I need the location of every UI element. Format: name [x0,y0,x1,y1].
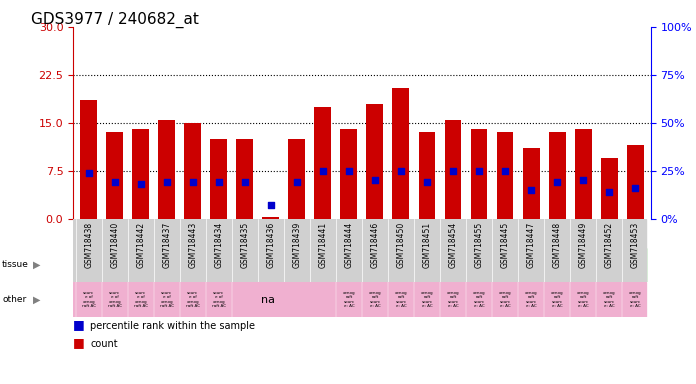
Point [161,179,173,185]
Point [135,181,146,187]
Bar [158,120,175,219]
Text: GSM718440: GSM718440 [110,222,119,268]
Point [525,187,537,193]
Text: GSM718438: GSM718438 [84,222,93,268]
Text: ■: ■ [73,318,85,331]
Bar [367,104,383,219]
Bar [73,248,333,282]
Text: GSM718448: GSM718448 [553,222,562,268]
Point [343,168,354,174]
Text: GSM718452: GSM718452 [605,222,614,268]
Text: GSM718446: GSM718446 [370,222,379,268]
Text: GSM718445: GSM718445 [500,222,509,268]
Point [265,202,276,209]
Point [213,179,224,185]
Bar [548,132,566,219]
Text: GSM718436: GSM718436 [267,222,276,268]
Bar [626,145,644,219]
Text: sourc
e of
xenog
raft AC: sourc e of xenog raft AC [186,291,200,308]
Point [317,168,329,174]
Bar [393,88,409,219]
Text: xenog
raft
sourc
e: AC: xenog raft sourc e: AC [473,291,485,308]
Text: xenog
raft
sourc
e: AC: xenog raft sourc e: AC [395,291,407,308]
Point [500,168,511,174]
Text: primary ACC: primary ACC [168,260,238,270]
Point [370,177,381,184]
Bar [184,123,201,219]
Point [187,179,198,185]
Text: xenog
raft
sourc
e: AC: xenog raft sourc e: AC [603,291,615,308]
Bar [333,248,646,282]
Text: sourc
e of
xenog
raft AC: sourc e of xenog raft AC [108,291,122,308]
Point [109,179,120,185]
Bar [575,129,592,219]
Text: GSM718435: GSM718435 [240,222,249,268]
Point [83,170,94,176]
Text: GSM718454: GSM718454 [448,222,457,268]
Text: other: other [2,295,26,304]
Text: count: count [90,339,118,349]
Text: GSM718442: GSM718442 [136,222,145,268]
Text: GSM718450: GSM718450 [397,222,406,268]
Bar [288,139,306,219]
Text: GSM718437: GSM718437 [162,222,171,268]
Bar [470,129,487,219]
Point [239,179,251,185]
Text: xenog
raft
sourc
e: AC: xenog raft sourc e: AC [342,291,355,308]
Bar [445,120,461,219]
Text: sourc
e of
xenog
raft AC: sourc e of xenog raft AC [134,291,148,308]
Point [551,179,562,185]
Text: xenog
raft
sourc
e: AC: xenog raft sourc e: AC [499,291,512,308]
Text: sourc
e of
xenog
raft AC: sourc e of xenog raft AC [81,291,96,308]
Bar [496,132,514,219]
Text: GSM718441: GSM718441 [318,222,327,268]
Text: GSM718453: GSM718453 [631,222,640,268]
Text: GSM718447: GSM718447 [527,222,535,268]
Text: xenog
raft
sourc
e: AC: xenog raft sourc e: AC [447,291,459,308]
Text: GDS3977 / 240682_at: GDS3977 / 240682_at [31,12,199,28]
Point [473,168,484,174]
Bar [237,139,253,219]
Text: xenog
raft
sourc
e: AC: xenog raft sourc e: AC [628,291,642,308]
Bar [106,132,123,219]
Bar [80,101,97,219]
Text: primary ACC: primary ACC [168,260,238,270]
Text: GSM718434: GSM718434 [214,222,223,268]
Bar [262,217,279,219]
Text: xenog
raft
sourc
e: AC: xenog raft sourc e: AC [369,291,381,308]
Text: ▶: ▶ [33,260,41,270]
Point [448,168,459,174]
Text: tissue: tissue [2,260,29,270]
Text: GSM718444: GSM718444 [345,222,354,268]
Text: ▶: ▶ [33,295,41,305]
Text: xenog
raft
sourc
e: AC: xenog raft sourc e: AC [551,291,563,308]
Bar [132,129,149,219]
Text: GSM718439: GSM718439 [292,222,301,268]
Text: GSM718443: GSM718443 [189,222,197,268]
Text: xenog
raft
sourc
e: AC: xenog raft sourc e: AC [577,291,590,308]
Text: xenograft ACC: xenograft ACC [450,260,530,270]
Point [292,179,303,185]
Text: sourc
e of
xenog
raft AC: sourc e of xenog raft AC [212,291,226,308]
Text: percentile rank within the sample: percentile rank within the sample [90,321,255,331]
Point [603,189,615,195]
Text: ■: ■ [73,336,85,349]
Text: GSM718455: GSM718455 [475,222,484,268]
Text: GSM718449: GSM718449 [578,222,587,268]
Point [421,179,432,185]
Text: xenog
raft
sourc
e: AC: xenog raft sourc e: AC [420,291,434,308]
Text: sourc
e of
xenog
raft AC: sourc e of xenog raft AC [159,291,174,308]
Text: GSM718451: GSM718451 [422,222,432,268]
Bar [210,139,228,219]
Text: xenog
raft
sourc
e: AC: xenog raft sourc e: AC [525,291,537,308]
Bar [418,132,436,219]
Bar [340,129,357,219]
Text: na: na [261,295,275,305]
Bar [315,107,331,219]
Bar [601,158,617,219]
Point [630,185,641,191]
Bar [523,149,539,219]
Point [578,177,589,184]
Point [395,168,406,174]
